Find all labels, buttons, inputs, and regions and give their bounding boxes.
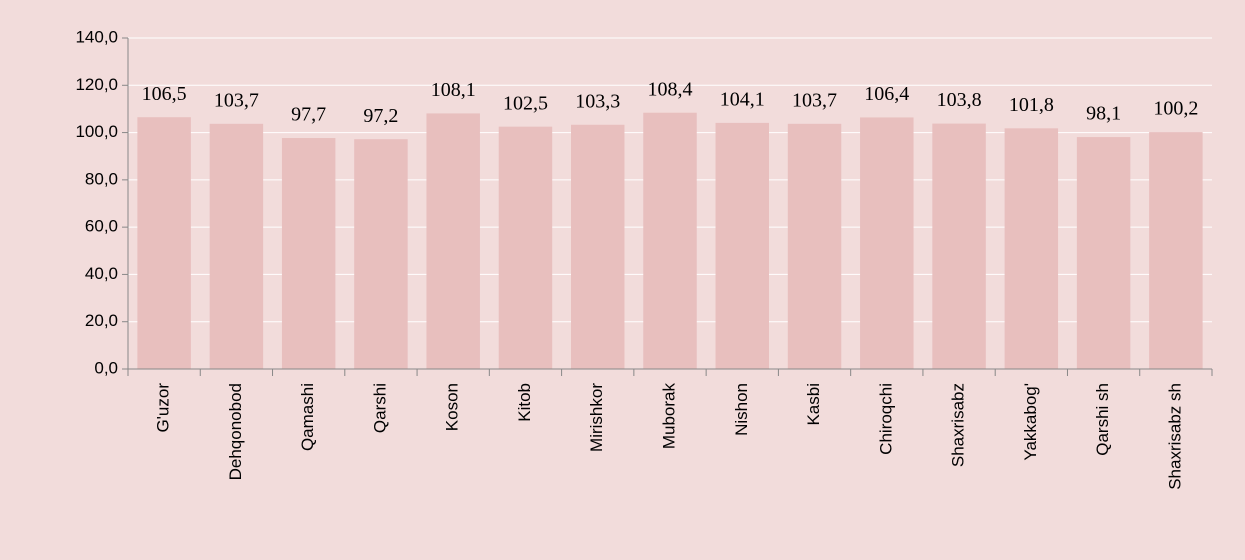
bar: [137, 117, 191, 369]
data-label: 97,7: [291, 104, 326, 126]
y-tick-label: 140,0: [75, 27, 118, 46]
x-tick-label: Muborak: [659, 383, 678, 450]
data-label: 104,1: [720, 88, 765, 110]
data-label: 103,7: [792, 89, 837, 111]
y-tick-label: 20,0: [85, 311, 118, 330]
bar: [1076, 137, 1131, 369]
x-tick-label: Qarshi sh: [1093, 383, 1112, 456]
bar: [1004, 128, 1059, 369]
data-label: 101,8: [1009, 94, 1054, 116]
x-tick-label: Koson: [443, 383, 462, 431]
bar: [354, 139, 408, 369]
x-tick-label: Qamashi: [298, 383, 317, 451]
bar: [209, 123, 264, 369]
x-tick-label: Mirishkor: [587, 383, 606, 452]
bar: [570, 124, 625, 369]
y-tick-label: 80,0: [85, 169, 118, 188]
x-tick-label: Qarshi: [370, 383, 389, 433]
data-label: 106,4: [864, 83, 909, 105]
data-label: 106,5: [142, 83, 187, 105]
bar: [498, 126, 553, 370]
x-tick-label: Dehqonobod: [226, 383, 245, 480]
data-label: 103,8: [937, 89, 982, 111]
x-tick-label: Chiroqchi: [876, 383, 895, 455]
data-label: 98,1: [1086, 103, 1121, 125]
data-label: 103,7: [214, 89, 259, 111]
data-label: 108,4: [648, 78, 693, 100]
bar: [281, 138, 336, 369]
x-tick-label: Kasbi: [804, 383, 823, 426]
x-tick-label: Nishon: [732, 383, 751, 436]
bar: [715, 122, 770, 369]
bar: [1149, 132, 1203, 369]
bar: [426, 113, 480, 369]
x-tick-label: Shaxrisabz: [949, 383, 968, 467]
data-label: 108,1: [431, 79, 476, 101]
x-tick-label: Kitob: [515, 383, 534, 422]
y-tick-label: 40,0: [85, 264, 118, 283]
x-tick-label: G'uzor: [154, 383, 173, 433]
bar: [932, 123, 986, 369]
x-tick-label: Shaxrisabz sh: [1165, 383, 1184, 490]
y-tick-label: 120,0: [75, 75, 118, 94]
data-label: 100,2: [1153, 98, 1198, 120]
bar: [787, 123, 842, 369]
y-tick-label: 100,0: [75, 122, 118, 141]
data-label: 103,3: [575, 90, 620, 112]
bar: [860, 117, 914, 369]
x-tick-label: Yakkabog': [1021, 383, 1040, 461]
data-label: 97,2: [363, 105, 398, 127]
y-tick-label: 0,0: [94, 358, 118, 377]
y-tick-label: 60,0: [85, 217, 118, 236]
bar: [643, 112, 697, 369]
data-label: 102,5: [503, 92, 548, 114]
